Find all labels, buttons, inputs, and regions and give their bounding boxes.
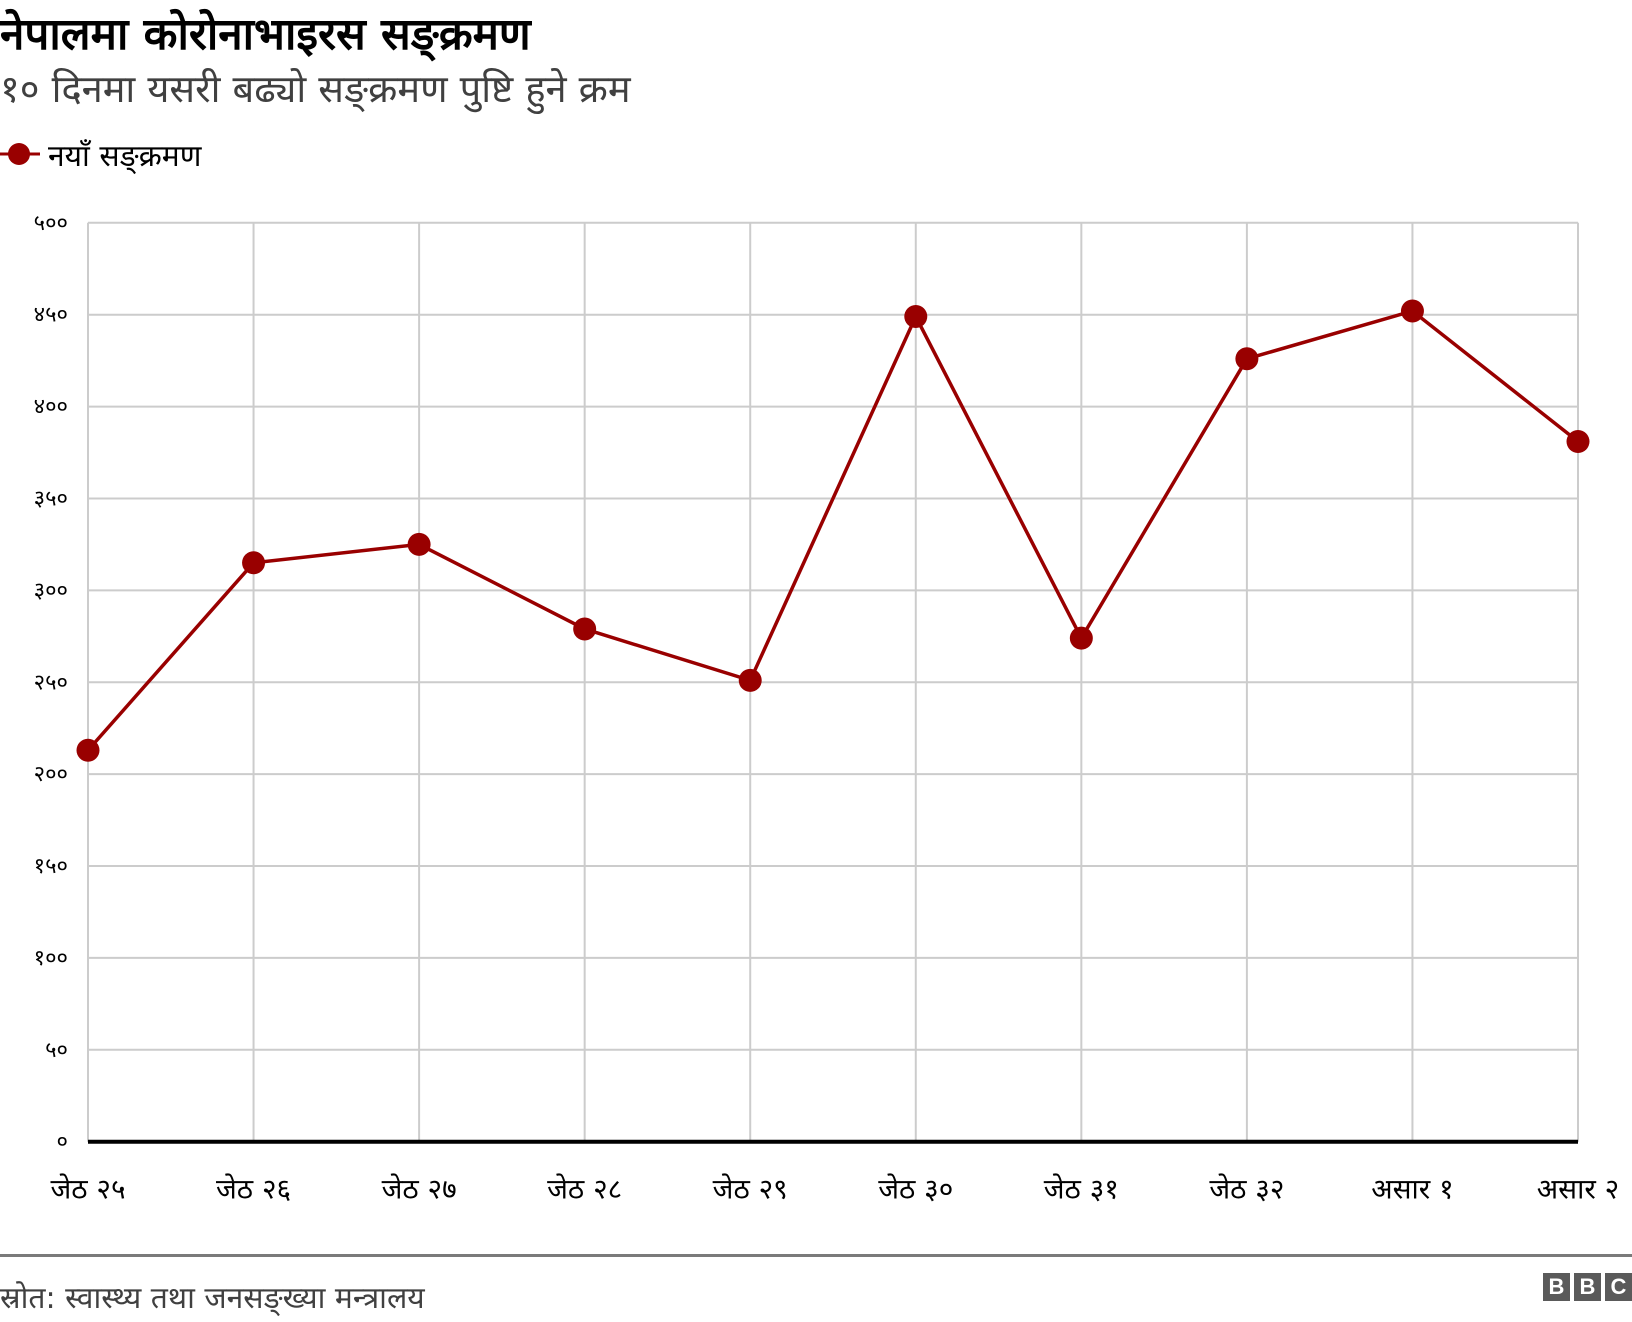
chart-subtitle: १० दिनमा यसरी बढ्यो सङ्क्रमण पुष्टि हुने… <box>0 67 631 111</box>
x-tick-label: जेठ २७ <box>382 1173 457 1206</box>
legend-label: नयाँ सङ्क्रमण <box>48 138 202 174</box>
logo-letter: B <box>1574 1273 1601 1301</box>
bbc-logo: B B C <box>1543 1273 1632 1301</box>
x-tick-label: जेठ २६ <box>216 1173 291 1206</box>
y-tick-label: ० <box>57 1130 68 1155</box>
logo-letter: C <box>1605 1273 1632 1301</box>
series-line <box>86 309 1580 752</box>
x-tick-label: जेठ ३१ <box>1044 1173 1119 1206</box>
y-tick-label: ५०० <box>34 211 68 236</box>
data-point-marker <box>738 668 762 692</box>
y-tick-label: ३०० <box>34 578 68 603</box>
x-tick-label: असार २ <box>1537 1173 1620 1206</box>
legend-line-marker-icon <box>0 143 40 165</box>
x-axis-labels: जेठ २५ जेठ २६ जेठ २७ जेठ २८ जेठ २९ जेठ ३० जेठ … <box>50 1173 1619 1206</box>
gridlines <box>87 221 1579 1142</box>
y-tick-label: ५० <box>45 1038 68 1063</box>
data-markers <box>76 299 1590 762</box>
y-axis-labels: ० ५० १०० १५० २०० २५० ३०० ३५० ४०० ४५० ५०० <box>34 211 68 1155</box>
y-tick-label: ४०० <box>34 395 68 420</box>
y-tick-label: १५० <box>34 854 68 879</box>
x-tick-label: जेठ २८ <box>547 1173 622 1206</box>
data-point-marker <box>573 617 597 641</box>
data-point-marker <box>76 738 100 762</box>
x-tick-label: जेठ २९ <box>713 1173 788 1206</box>
data-point-marker <box>242 551 266 575</box>
y-tick-label: २०० <box>34 762 68 787</box>
footer-divider <box>0 1254 1632 1257</box>
x-tick-label: जेठ २५ <box>50 1173 125 1206</box>
source-note: स्रोत: स्वास्थ्य तथा जनसङ्ख्या मन्त्रालय <box>0 1281 425 1316</box>
data-point-marker <box>1235 347 1259 371</box>
legend: नयाँ सङ्क्रमण <box>0 134 201 174</box>
data-point-marker <box>1069 626 1093 650</box>
y-tick-label: १०० <box>34 946 68 971</box>
x-tick-label: असार १ <box>1371 1173 1454 1206</box>
x-tick-label: जेठ ३० <box>878 1173 953 1206</box>
y-tick-label: ४५० <box>34 303 68 328</box>
data-point-marker <box>407 532 431 556</box>
chart-title: नेपालमा कोरोनाभाइरस सङ्क्रमण <box>0 9 531 60</box>
data-point-marker <box>1400 299 1424 323</box>
x-tick-label: जेठ ३२ <box>1209 1173 1284 1206</box>
y-tick-label: ३५० <box>34 486 68 511</box>
data-point-marker <box>1566 429 1590 453</box>
data-point-marker <box>904 305 928 329</box>
logo-letter: B <box>1543 1273 1570 1301</box>
y-tick-label: २५० <box>34 670 68 695</box>
